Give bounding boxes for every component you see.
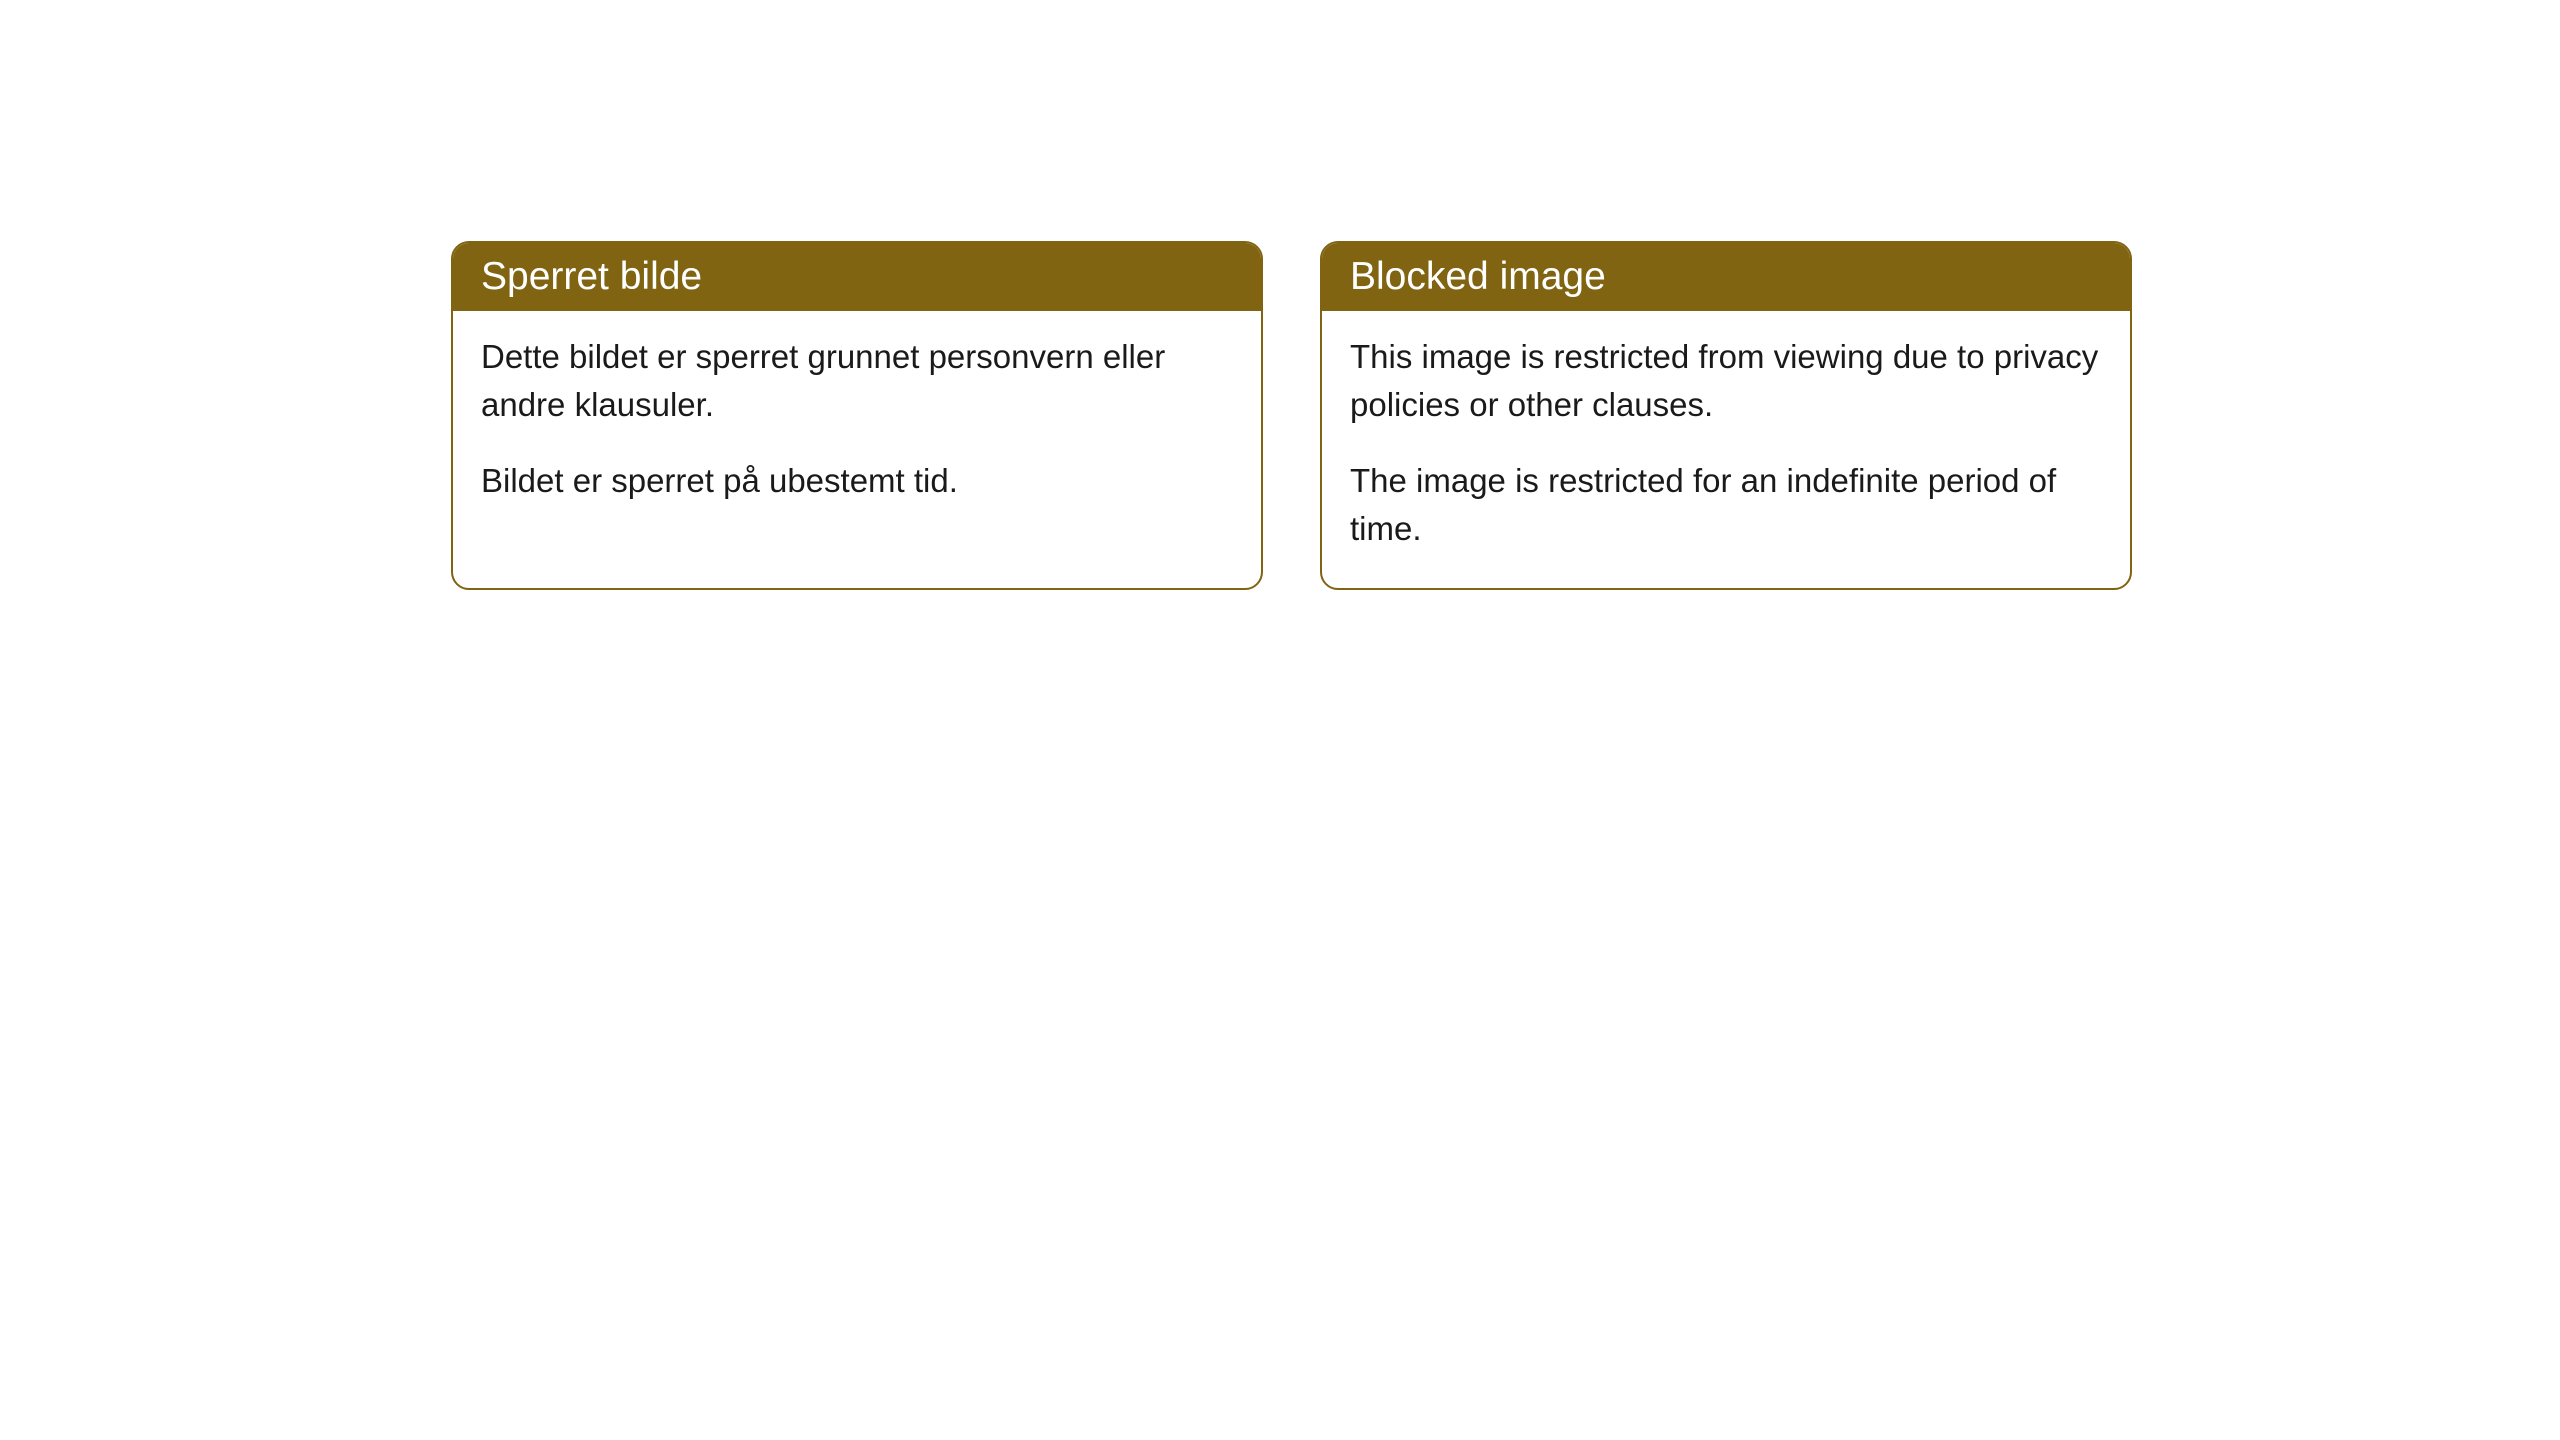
notice-card-title: Sperret bilde <box>453 243 1261 311</box>
notice-card-title: Blocked image <box>1322 243 2130 311</box>
notice-text-line-1: This image is restricted from viewing du… <box>1350 333 2102 429</box>
notice-text-line-2: The image is restricted for an indefinit… <box>1350 457 2102 553</box>
notice-text-line-1: Dette bildet er sperret grunnet personve… <box>481 333 1233 429</box>
notice-card-body: This image is restricted from viewing du… <box>1322 311 2130 588</box>
notice-text-line-2: Bildet er sperret på ubestemt tid. <box>481 457 1233 505</box>
notice-cards-container: Sperret bilde Dette bildet er sperret gr… <box>451 241 2132 590</box>
notice-card-body: Dette bildet er sperret grunnet personve… <box>453 311 1261 541</box>
notice-card-english: Blocked image This image is restricted f… <box>1320 241 2132 590</box>
notice-card-norwegian: Sperret bilde Dette bildet er sperret gr… <box>451 241 1263 590</box>
